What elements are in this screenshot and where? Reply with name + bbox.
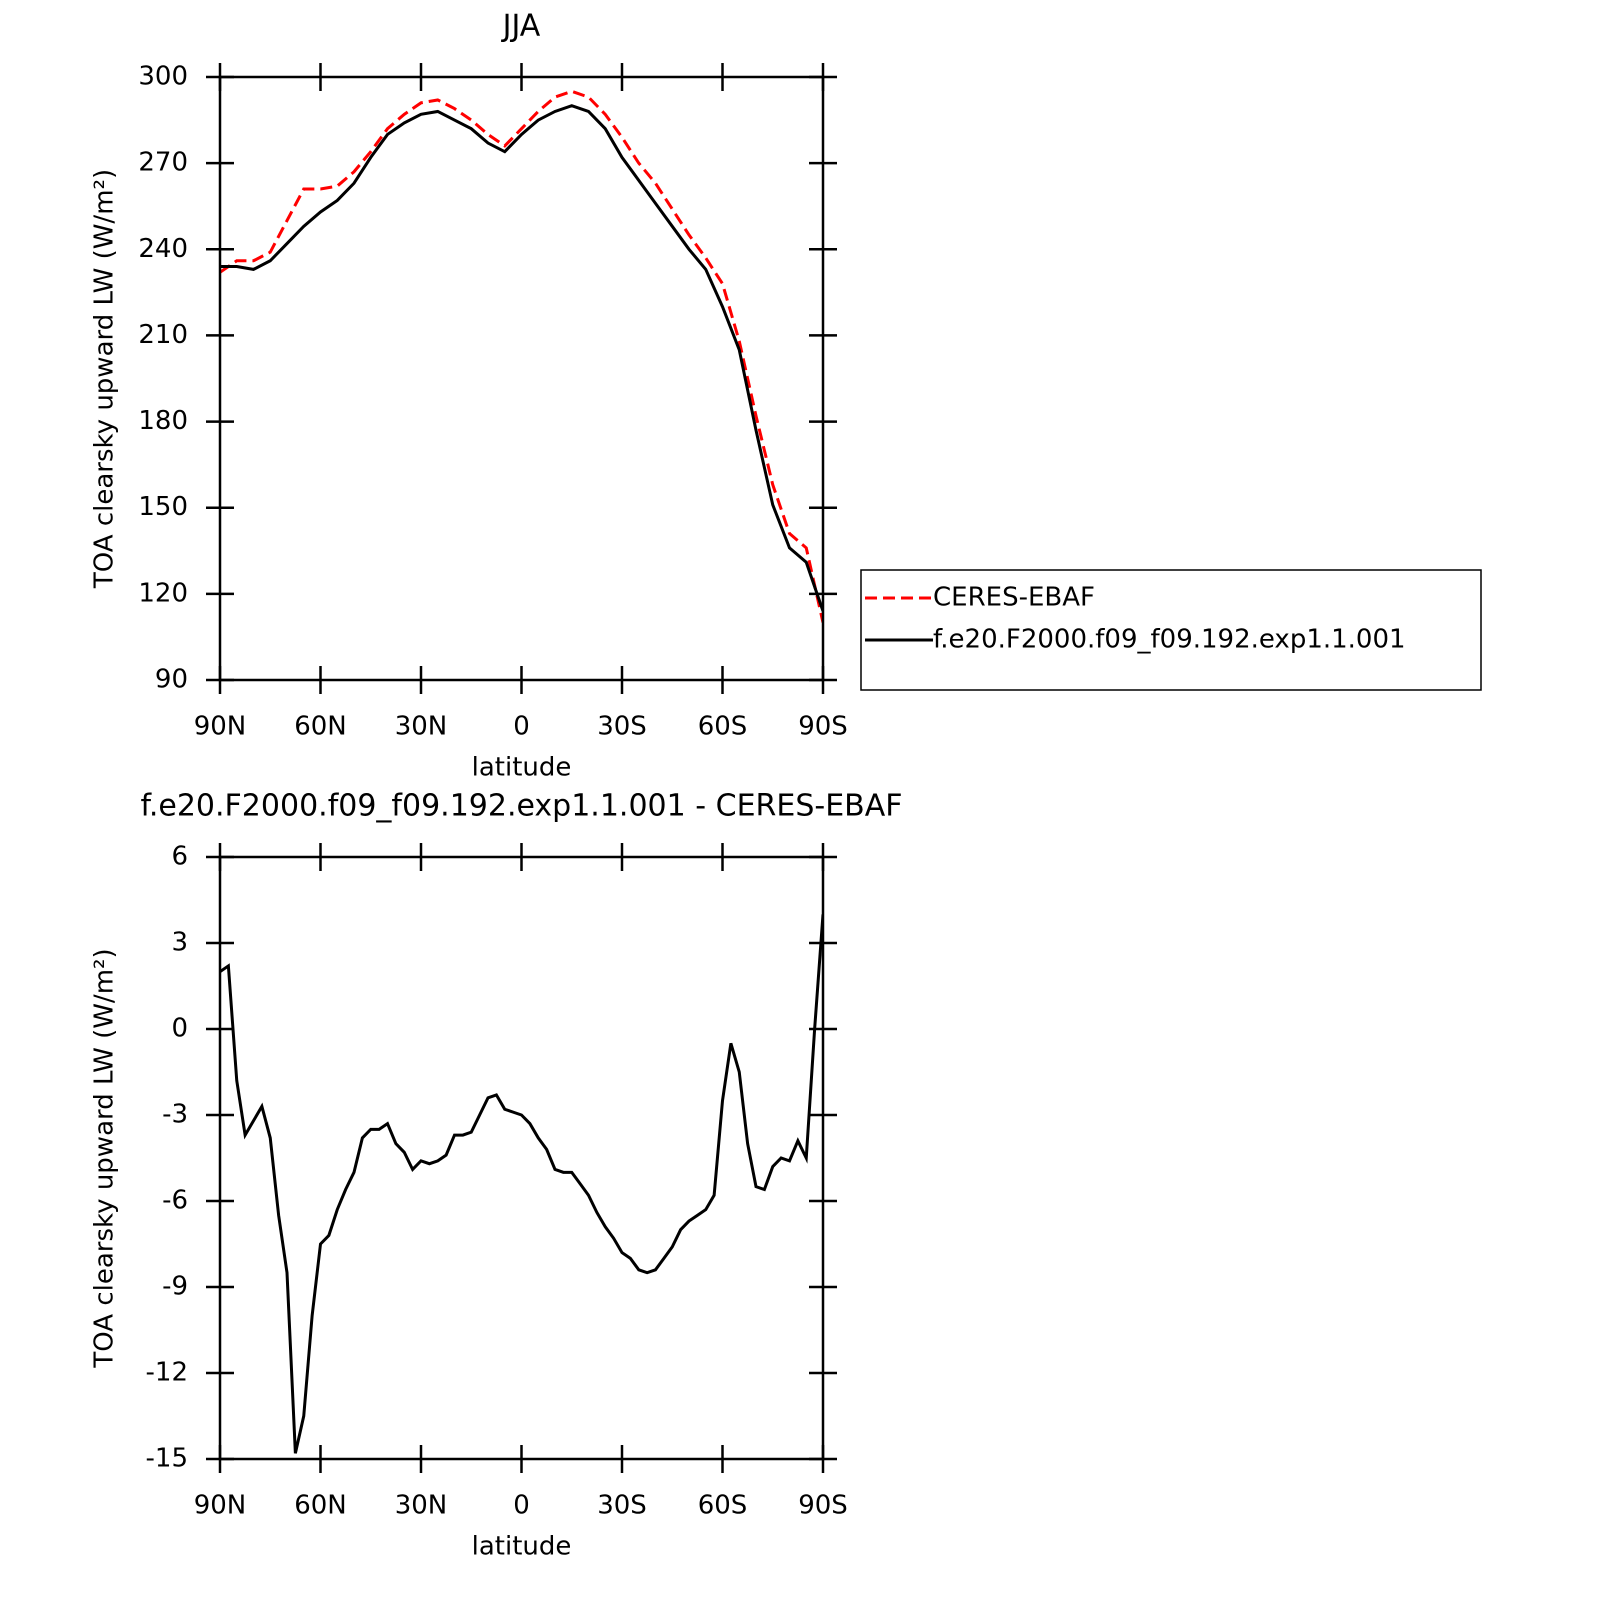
plot-lines bbox=[220, 914, 823, 1454]
x-tick-label: 90N bbox=[194, 712, 247, 742]
x-axis-label: latitude bbox=[472, 1532, 572, 1562]
plot-frame bbox=[218, 855, 825, 1461]
y-tick-label: 0 bbox=[171, 1014, 188, 1044]
x-tick-label: 30N bbox=[395, 712, 448, 742]
x-tick-label: 30N bbox=[395, 1491, 448, 1521]
y-tick-label: -15 bbox=[146, 1444, 188, 1474]
plot-frame bbox=[218, 75, 825, 682]
x-tick-label: 60N bbox=[294, 712, 347, 742]
data-line bbox=[220, 104, 823, 612]
x-tick-label: 90S bbox=[798, 1491, 848, 1521]
x-tick-label: 60N bbox=[294, 1491, 347, 1521]
chart-title: JJA bbox=[501, 9, 541, 44]
y-tick-label: 3 bbox=[171, 928, 188, 958]
chart-title: f.e20.F2000.f09_f09.192.exp1.1.001 - CER… bbox=[140, 789, 902, 824]
y-tick-label: 270 bbox=[138, 148, 188, 178]
y-tick-label: 240 bbox=[138, 234, 188, 264]
y-tick-label: -9 bbox=[162, 1272, 188, 1302]
x-tick-label: 30S bbox=[597, 1491, 647, 1521]
x-tick-label: 90S bbox=[798, 712, 848, 742]
y-axis-label: TOA clearsky upward LW (W/m²) bbox=[90, 169, 120, 589]
y-tick-label: 150 bbox=[138, 492, 188, 522]
legend-box bbox=[860, 569, 1482, 691]
y-tick-label: 210 bbox=[138, 320, 188, 350]
data-line bbox=[220, 89, 823, 623]
x-tick-label: 0 bbox=[513, 1491, 530, 1521]
legend-label: CERES-EBAF bbox=[933, 583, 1095, 613]
y-tick-label: 180 bbox=[138, 406, 188, 436]
chart-panel: JJA latitude TOA clearsky upward LW (W/m²)… bbox=[90, 9, 1482, 783]
y-tick-label: -3 bbox=[162, 1100, 188, 1130]
y-tick-label: 300 bbox=[138, 62, 188, 92]
x-tick-label: 90N bbox=[194, 1491, 247, 1521]
x-tick-label: 30S bbox=[597, 712, 647, 742]
x-tick-label: 0 bbox=[513, 712, 530, 742]
x-axis-label: latitude bbox=[472, 753, 572, 783]
y-tick-label: 120 bbox=[138, 578, 188, 608]
x-tick-label: 60S bbox=[698, 1491, 748, 1521]
y-tick-label: 90 bbox=[155, 665, 188, 695]
x-tick-label: 60S bbox=[698, 712, 748, 742]
y-tick-label: 6 bbox=[171, 842, 188, 872]
y-tick-label: -12 bbox=[146, 1358, 188, 1388]
y-axis-label: TOA clearsky upward LW (W/m²) bbox=[90, 948, 120, 1368]
chart-panel: f.e20.F2000.f09_f09.192.exp1.1.001 - CER… bbox=[90, 789, 903, 1562]
y-tick-label: -6 bbox=[162, 1186, 188, 1216]
plot-lines bbox=[220, 89, 823, 623]
legend-label: f.e20.F2000.f09_f09.192.exp1.1.001 bbox=[933, 625, 1406, 655]
data-line bbox=[220, 914, 823, 1454]
